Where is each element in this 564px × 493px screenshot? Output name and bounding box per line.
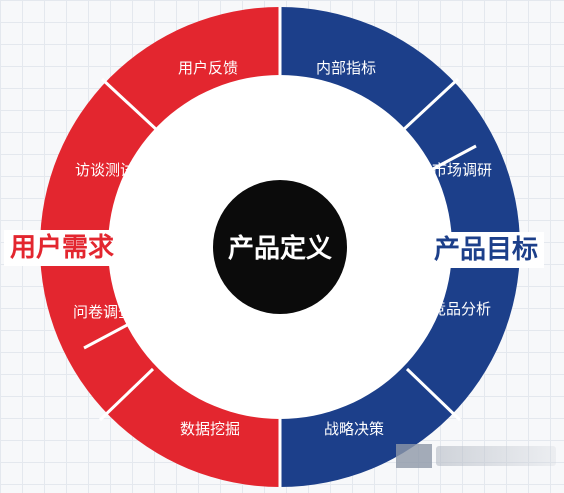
separator-upper-right — [400, 77, 460, 133]
segment-separators — [83, 7, 477, 487]
separator-lower-left — [83, 322, 130, 350]
center-label: 产品定义 — [228, 233, 332, 264]
segment-market-research: 市场调研 — [432, 161, 492, 179]
inner-label-user-role: 用户角色 — [326, 310, 386, 328]
segment-user-feedback: 用户反馈 — [178, 59, 238, 77]
separator-bottom-left — [98, 367, 155, 422]
watermark-logo — [396, 444, 432, 468]
segment-competitor-analysis: 竞品分析 — [431, 300, 491, 318]
segment-strategic-decision: 战略决策 — [324, 420, 384, 438]
segment-data-mining: 数据挖掘 — [180, 420, 240, 438]
product-goal-tag: 产品目标 — [428, 232, 545, 268]
watermark — [436, 446, 556, 466]
center-circle — [213, 180, 347, 314]
separator-mid-right — [430, 144, 477, 172]
inner-label-scenario: 场景描述 — [177, 314, 237, 332]
segment-internal-metrics: 内部指标 — [316, 59, 376, 77]
inner-label-storyboard: 故事板 — [259, 134, 304, 152]
segment-questionnaire: 问卷调查 — [73, 303, 133, 321]
segment-interview-testing: 访谈测试 — [75, 161, 135, 179]
separator-bottom-right — [405, 367, 462, 422]
separator-upper-left — [100, 77, 160, 133]
user-needs-tag: 用户需求 — [4, 230, 121, 266]
